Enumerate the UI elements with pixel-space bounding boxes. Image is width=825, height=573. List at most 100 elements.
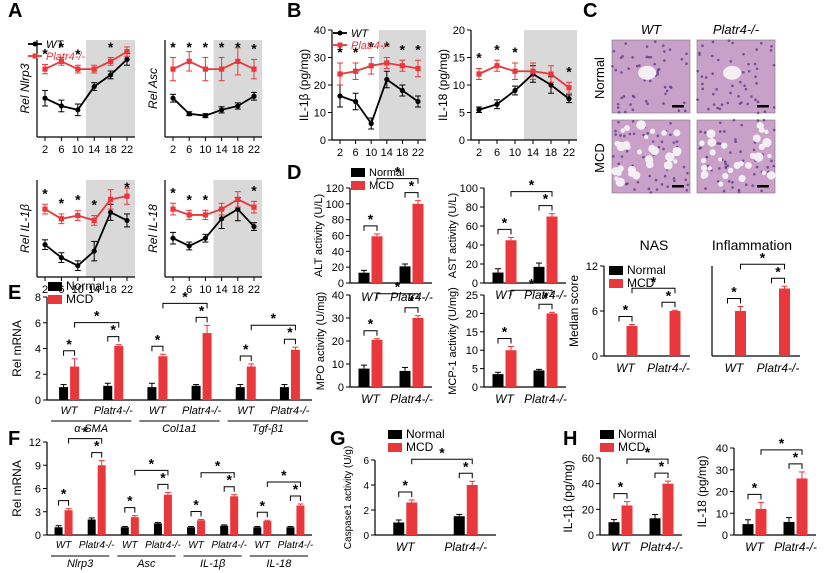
data-point-platr4 bbox=[124, 49, 130, 55]
nucleus-dot bbox=[619, 134, 622, 137]
data-point-platr4 bbox=[494, 63, 500, 69]
significance-star: * bbox=[226, 472, 232, 488]
panel-label-d: D bbox=[287, 162, 302, 184]
legend-label-platr4: Platr4-/- bbox=[46, 51, 85, 63]
nucleus-dot bbox=[716, 142, 720, 145]
nucleus-dot bbox=[646, 102, 649, 105]
nucleus-dot bbox=[631, 94, 635, 98]
lipid-droplet bbox=[707, 138, 717, 147]
significance-star: * bbox=[463, 458, 469, 474]
x-tick-label: 22 bbox=[248, 144, 260, 156]
significance-star: * bbox=[251, 182, 257, 198]
data-point-wt bbox=[476, 107, 482, 113]
significance-bracket bbox=[497, 338, 512, 344]
nucleus-dot bbox=[633, 188, 636, 191]
significance-star: * bbox=[155, 331, 161, 347]
significance-star: * bbox=[42, 185, 48, 201]
bar-normal bbox=[235, 387, 245, 400]
legend-swatch-normal bbox=[48, 282, 62, 291]
nucleus-dot bbox=[663, 59, 666, 62]
significance-bracket bbox=[538, 303, 553, 310]
nucleus-dot bbox=[769, 48, 773, 52]
nucleus-dot bbox=[620, 96, 624, 100]
lipid-droplet bbox=[700, 157, 707, 164]
y-tick-label: 20 bbox=[314, 80, 326, 92]
y-axis-label: Rel Asc bbox=[146, 68, 160, 109]
significance-star: * bbox=[149, 455, 155, 471]
y-tick-label: 20 bbox=[716, 487, 728, 499]
significance-bracket bbox=[363, 225, 378, 231]
significance-star: * bbox=[353, 44, 359, 60]
lipid-droplet bbox=[624, 125, 630, 132]
x-tick-label: 18 bbox=[104, 144, 116, 156]
bar-normal bbox=[399, 266, 411, 283]
significance-bracket bbox=[510, 191, 553, 197]
lipid-droplet bbox=[628, 171, 634, 177]
x-category-label: WT bbox=[122, 540, 138, 551]
nucleus-dot bbox=[663, 174, 667, 178]
nucleus-dot bbox=[751, 184, 754, 187]
significance-bracket bbox=[631, 287, 676, 294]
x-tick-label: 6 bbox=[186, 284, 192, 296]
y-tick-label: 0 bbox=[592, 351, 598, 363]
nucleus-dot bbox=[755, 82, 758, 85]
x-tick-label: 2 bbox=[170, 144, 176, 156]
significance-bracket bbox=[289, 495, 301, 501]
data-point-platr4 bbox=[42, 206, 48, 212]
x-category-label: WT bbox=[149, 405, 167, 417]
lipid-droplet bbox=[738, 174, 746, 183]
significance-star: * bbox=[91, 197, 97, 213]
nucleus-dot bbox=[662, 147, 665, 151]
nucleus-dot bbox=[647, 187, 651, 191]
x-category-label: WT bbox=[725, 361, 745, 375]
significance-star: * bbox=[59, 195, 65, 211]
nucleus-dot bbox=[654, 178, 658, 182]
data-point-platr4 bbox=[251, 204, 257, 210]
bar-normal bbox=[220, 525, 229, 535]
significance-bracket bbox=[398, 491, 413, 497]
y-tick-label: 3 bbox=[35, 507, 41, 519]
data-point-platr4 bbox=[186, 212, 192, 218]
nucleus-dot bbox=[617, 162, 621, 166]
significance-star: * bbox=[170, 184, 176, 200]
data-point-wt bbox=[219, 216, 225, 222]
y-tick-label: 60 bbox=[332, 231, 344, 243]
nucleus-dot bbox=[653, 40, 657, 44]
nucleus-dot bbox=[726, 164, 730, 167]
lipid-droplet bbox=[700, 174, 706, 179]
y-axis-label: Caspase1 activity (U/g) bbox=[343, 446, 354, 549]
data-point-wt bbox=[337, 93, 343, 99]
significance-bracket bbox=[256, 511, 268, 518]
bar-mcd bbox=[371, 339, 383, 387]
data-point-wt bbox=[58, 255, 64, 261]
nucleus-dot bbox=[614, 68, 618, 72]
nucleus-dot bbox=[636, 180, 640, 184]
bar-normal bbox=[533, 266, 545, 283]
nucleus-dot bbox=[683, 109, 687, 113]
nucleus-dot bbox=[752, 148, 756, 152]
nucleus-dot bbox=[759, 41, 763, 45]
data-point-wt bbox=[512, 87, 518, 94]
lipid-droplet bbox=[615, 177, 625, 187]
x-category-label: WT bbox=[361, 290, 381, 304]
nucleus-dot bbox=[660, 183, 664, 186]
x-tick-label: 18 bbox=[545, 147, 557, 159]
x-category-label: Platr4-/- bbox=[278, 540, 314, 551]
y-tick-label: 40 bbox=[466, 240, 478, 252]
significance-star: * bbox=[203, 191, 209, 207]
nucleus-dot bbox=[686, 183, 690, 187]
x-category-label: Platr4-/- bbox=[774, 540, 817, 554]
y-tick-label: 10 bbox=[453, 80, 465, 92]
data-point-platr4 bbox=[58, 58, 64, 64]
nucleus-dot bbox=[737, 190, 741, 194]
significance-bracket bbox=[283, 338, 296, 345]
data-point-platr4 bbox=[91, 217, 97, 224]
bar-mcd bbox=[290, 349, 300, 400]
nucleus-dot bbox=[756, 111, 760, 115]
legend-label-mcd: MCD bbox=[627, 276, 655, 290]
bar-normal bbox=[286, 527, 295, 535]
significance-star: * bbox=[666, 287, 672, 303]
x-tick-label: 10 bbox=[72, 284, 84, 296]
x-tick-label: 22 bbox=[121, 284, 133, 296]
